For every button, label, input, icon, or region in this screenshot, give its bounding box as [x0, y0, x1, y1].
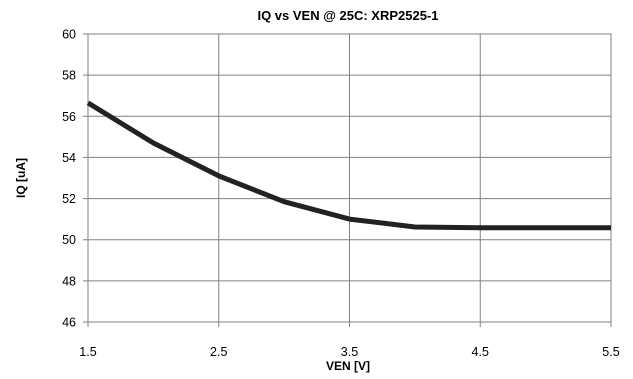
y-tick-label: 46 — [62, 316, 76, 330]
x-tick-label: 1.5 — [79, 345, 96, 359]
gridlines — [83, 33, 612, 327]
series-line — [86, 100, 611, 231]
x-tick-label: 4.5 — [472, 345, 489, 359]
y-axis-tick-labels: 46 48 50 52 54 56 58 60 — [62, 28, 76, 330]
y-tick-label: 52 — [62, 192, 76, 206]
x-tick-label: 2.5 — [210, 345, 227, 359]
y-tick-label: 54 — [62, 151, 76, 165]
x-axis-tick-labels: 1.5 2.5 3.5 4.5 5.5 — [79, 345, 619, 359]
plot-area-border — [87, 33, 612, 323]
x-tick-label: 5.5 — [602, 345, 619, 359]
y-tick-label: 56 — [62, 110, 76, 124]
x-axis-title: VEN [V] — [326, 359, 370, 373]
y-axis-title: IQ [uA] — [14, 158, 28, 198]
chart-title: IQ vs VEN @ 25C: XRP2525-1 — [257, 8, 438, 23]
x-tick-label: 3.5 — [341, 345, 358, 359]
y-tick-label: 50 — [62, 233, 76, 247]
y-tick-label: 48 — [62, 274, 76, 288]
y-tick-label: 58 — [62, 69, 76, 83]
y-tick-label: 60 — [62, 28, 76, 42]
